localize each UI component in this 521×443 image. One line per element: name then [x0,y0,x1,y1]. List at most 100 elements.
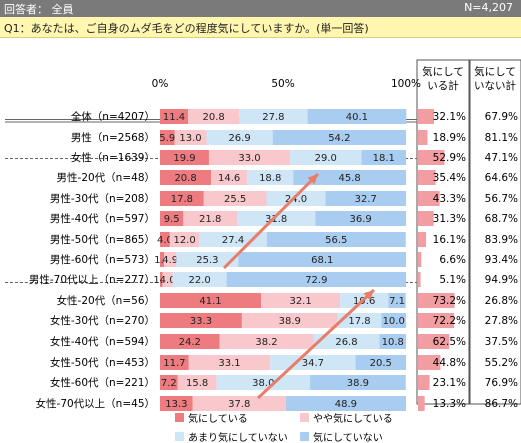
bar-segment-2 [241,313,338,328]
bar-value-label: 38.9 [347,378,369,389]
bar-segment-1 [160,272,163,287]
legend-label: 気にしていない [313,431,383,443]
summary-bar [418,293,455,308]
legend-label: やや気にしている [313,412,393,425]
row-label: 男性-50代（n=865） [50,233,155,246]
bar-value-label: 4.0 [157,235,173,246]
summary-bar [418,130,428,145]
summary-col-2-frame [469,59,521,405]
row-label: 男性-20代（n=48） [57,171,155,184]
bar-value-label: 26.9 [228,133,250,144]
summary-bar [418,170,436,185]
bar-segment-3 [266,191,326,206]
sample-size: N=4,207 [464,1,513,14]
bar-value-label: 72.9 [305,275,327,286]
summary-value-1: 52.9% [433,152,466,164]
bar-segment-4 [226,272,406,287]
summary-value-1: 16.1% [433,234,466,246]
bar-value-label: 14.6 [218,173,240,184]
bar-value-label: 7.2 [161,378,177,389]
bar-value-label: 41.1 [199,296,221,307]
bar-segment-2 [219,334,314,349]
bar-value-label: 68.1 [311,255,333,266]
bar-segment-2 [203,191,267,206]
bar-value-label: 20.5 [370,358,392,369]
row-label: 男性-40代（n=597） [50,212,155,225]
bar-value-label: 38.9 [279,316,301,327]
bar-value-label: 9.5 [164,214,180,225]
bar-segment-3 [206,130,273,145]
bar-segment-3 [337,313,382,328]
summary-header-1-line1: 気にして [422,65,464,78]
summary-value-2: 68.7% [485,213,518,225]
summary-bar [418,150,445,165]
bar-value-label: 25.3 [196,255,218,266]
summary-value-1: 31.3% [433,213,466,225]
summary-value-2: 93.4% [485,254,518,266]
bar-value-label: 45.8 [339,173,361,184]
summary-value-1: 73.2% [433,295,466,307]
legend-swatch [300,432,309,441]
bar-segment-3 [239,109,308,124]
bar-segment-4 [266,232,406,247]
x-tick-label: 100% [391,78,421,90]
bar-value-label: 31.8 [265,214,287,225]
legend-swatch [175,413,184,422]
bar-segment-3 [247,170,294,185]
summary-value-1: 43.3% [433,193,466,205]
row-label: 女性-60代（n=221） [50,376,155,389]
bar-segment-2 [188,355,271,370]
bar-segment-3 [216,375,311,390]
summary-value-2: 83.9% [485,234,518,246]
bar-value-label: 33.3 [190,316,212,327]
summary-header-1-line2: いる計 [427,79,459,92]
bar-segment-2 [174,130,207,145]
bar-segment-3 [176,252,239,267]
bar-value-label: 10.8 [382,337,404,348]
summary-bar [418,232,427,247]
summary-value-2: 56.7% [485,193,518,205]
row-label: 男性-70代以上（n=277） [29,273,155,286]
bar-segment-3 [290,150,362,165]
bar-value-label: 5.9 [159,133,175,144]
legend-swatch [175,432,184,441]
summary-value-2: 55.2% [485,357,518,369]
bar-segment-4 [388,293,406,308]
summary-value-1: 72.2% [433,315,466,327]
summary-bar [418,211,434,226]
bar-value-label: 56.5 [325,235,347,246]
bar-segment-1 [160,211,184,226]
summary-value-1: 62.5% [433,336,466,348]
bar-segment-1 [160,375,178,390]
summary-value-2: 64.6% [485,172,518,184]
bar-segment-3 [313,334,380,349]
summary-bar [418,313,455,328]
summary-value-2: 86.7% [485,398,518,410]
trend-arrow-line [222,172,320,270]
legend-label: 気にしている [188,412,248,425]
summary-header-2-line1: 気にして [474,65,516,78]
bar-value-label: 32.1 [289,296,311,307]
bar-value-label: 10.0 [383,316,405,327]
respondents-bar: 回答者： 全員 N=4,207 [0,0,521,17]
bar-segment-4 [310,375,406,390]
summary-bar [418,375,430,390]
bar-segment-4 [307,109,407,124]
summary-value-2: 67.9% [485,111,518,123]
bar-value-label: 38.2 [255,337,277,348]
bar-value-label: 13.3 [165,399,187,410]
bar-segment-4 [325,191,406,206]
summary-value-1: 44.8% [433,357,466,369]
trend-arrowhead [307,174,318,185]
summary-bar [418,109,435,124]
summary-value-1: 13.3% [433,398,466,410]
bar-segment-1 [160,170,212,185]
bar-value-label: 15.8 [186,378,208,389]
bar-segment-2 [183,211,237,226]
legend-swatch [300,413,309,422]
bar-value-label: 24.2 [179,337,201,348]
summary-bar [418,396,425,411]
bar-segment-1 [160,130,175,145]
summary-value-1: 6.6% [439,254,466,266]
bar-value-label: 13.0 [179,133,201,144]
